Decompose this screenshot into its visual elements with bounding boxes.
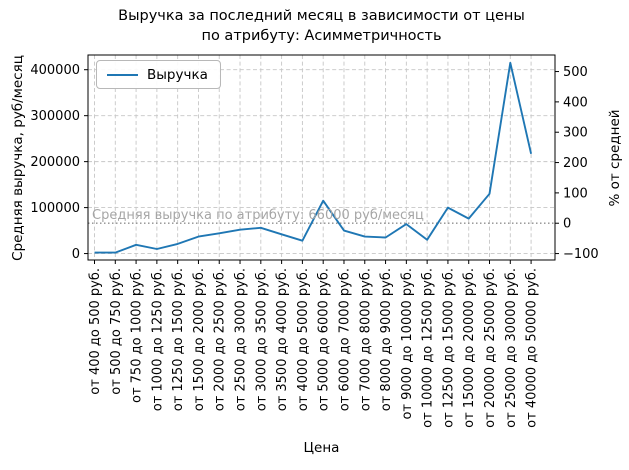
chart-title: Выручка за последний месяц в зависимости… xyxy=(118,8,525,44)
y-tick-label-left: 200000 xyxy=(30,155,80,170)
legend-line-sample-icon xyxy=(107,73,138,76)
y-axis-label-left: Средняя выручка, руб/месяц xyxy=(10,55,26,261)
x-tick-label: от 2000 до 2500 руб. xyxy=(213,268,228,411)
x-tick-label: от 3000 до 3500 руб. xyxy=(254,268,269,411)
y-tick-label-left: 0 xyxy=(72,247,80,262)
y-axis-label-right: % от средней xyxy=(607,109,623,207)
x-tick-label: от 5000 до 6000 руб. xyxy=(317,268,332,411)
x-tick-label: от 2500 до 3000 руб. xyxy=(234,268,249,411)
x-tick-label: от 7000 до 8000 руб. xyxy=(358,268,373,411)
x-tick-label: от 20000 до 25000 руб. xyxy=(483,268,498,428)
x-tick-label: от 1000 до 1250 руб. xyxy=(150,268,165,411)
y-tick-label-left: 300000 xyxy=(30,109,80,124)
x-axis-label: Цена xyxy=(303,440,340,456)
legend-label: Выручка xyxy=(147,66,208,83)
y-tick-label-left: 100000 xyxy=(30,201,80,216)
y-tick-label-right: 200 xyxy=(563,156,588,171)
x-tick-label: от 9000 до 10000 руб. xyxy=(400,268,415,420)
y-tick-label-right: −100 xyxy=(563,247,599,262)
x-tick-label: от 25000 до 30000 руб. xyxy=(504,268,519,428)
x-tick-label: от 12500 до 15000 руб. xyxy=(441,268,456,428)
y-tick-label-left: 400000 xyxy=(30,63,80,78)
x-tick-label: от 1500 до 2000 руб. xyxy=(192,268,207,411)
x-tick-label: от 500 до 750 руб. xyxy=(109,268,124,395)
mean-annotation: Средняя выручка по атрибуту: 66000 руб/м… xyxy=(92,207,424,223)
x-tick-label: от 1250 до 1500 руб. xyxy=(171,268,186,411)
x-tick-label: от 4000 до 5000 руб. xyxy=(296,268,311,411)
y-tick-label-right: 100 xyxy=(563,186,588,201)
x-tick-label: от 40000 до 50000 руб. xyxy=(525,268,540,428)
revenue-line xyxy=(94,61,533,254)
x-tick-label: от 6000 до 7000 руб. xyxy=(337,268,352,411)
legend: Выручка xyxy=(96,60,221,89)
x-tick-label: от 750 до 1000 руб. xyxy=(130,268,145,403)
y-tick-label-right: 0 xyxy=(563,217,571,232)
x-tick-label: от 15000 до 20000 руб. xyxy=(462,268,477,428)
x-tick-label: от 3500 до 4000 руб. xyxy=(275,268,290,411)
x-tick-label: от 400 до 500 руб. xyxy=(88,268,103,395)
x-tick-label: от 10000 до 12500 руб. xyxy=(421,268,436,428)
y-tick-label-right: 400 xyxy=(563,95,588,110)
plot-border xyxy=(87,54,556,261)
y-tick-label-right: 300 xyxy=(563,126,588,141)
y-tick-label-right: 500 xyxy=(563,65,588,80)
x-tick-label: от 8000 до 9000 руб. xyxy=(379,268,394,411)
